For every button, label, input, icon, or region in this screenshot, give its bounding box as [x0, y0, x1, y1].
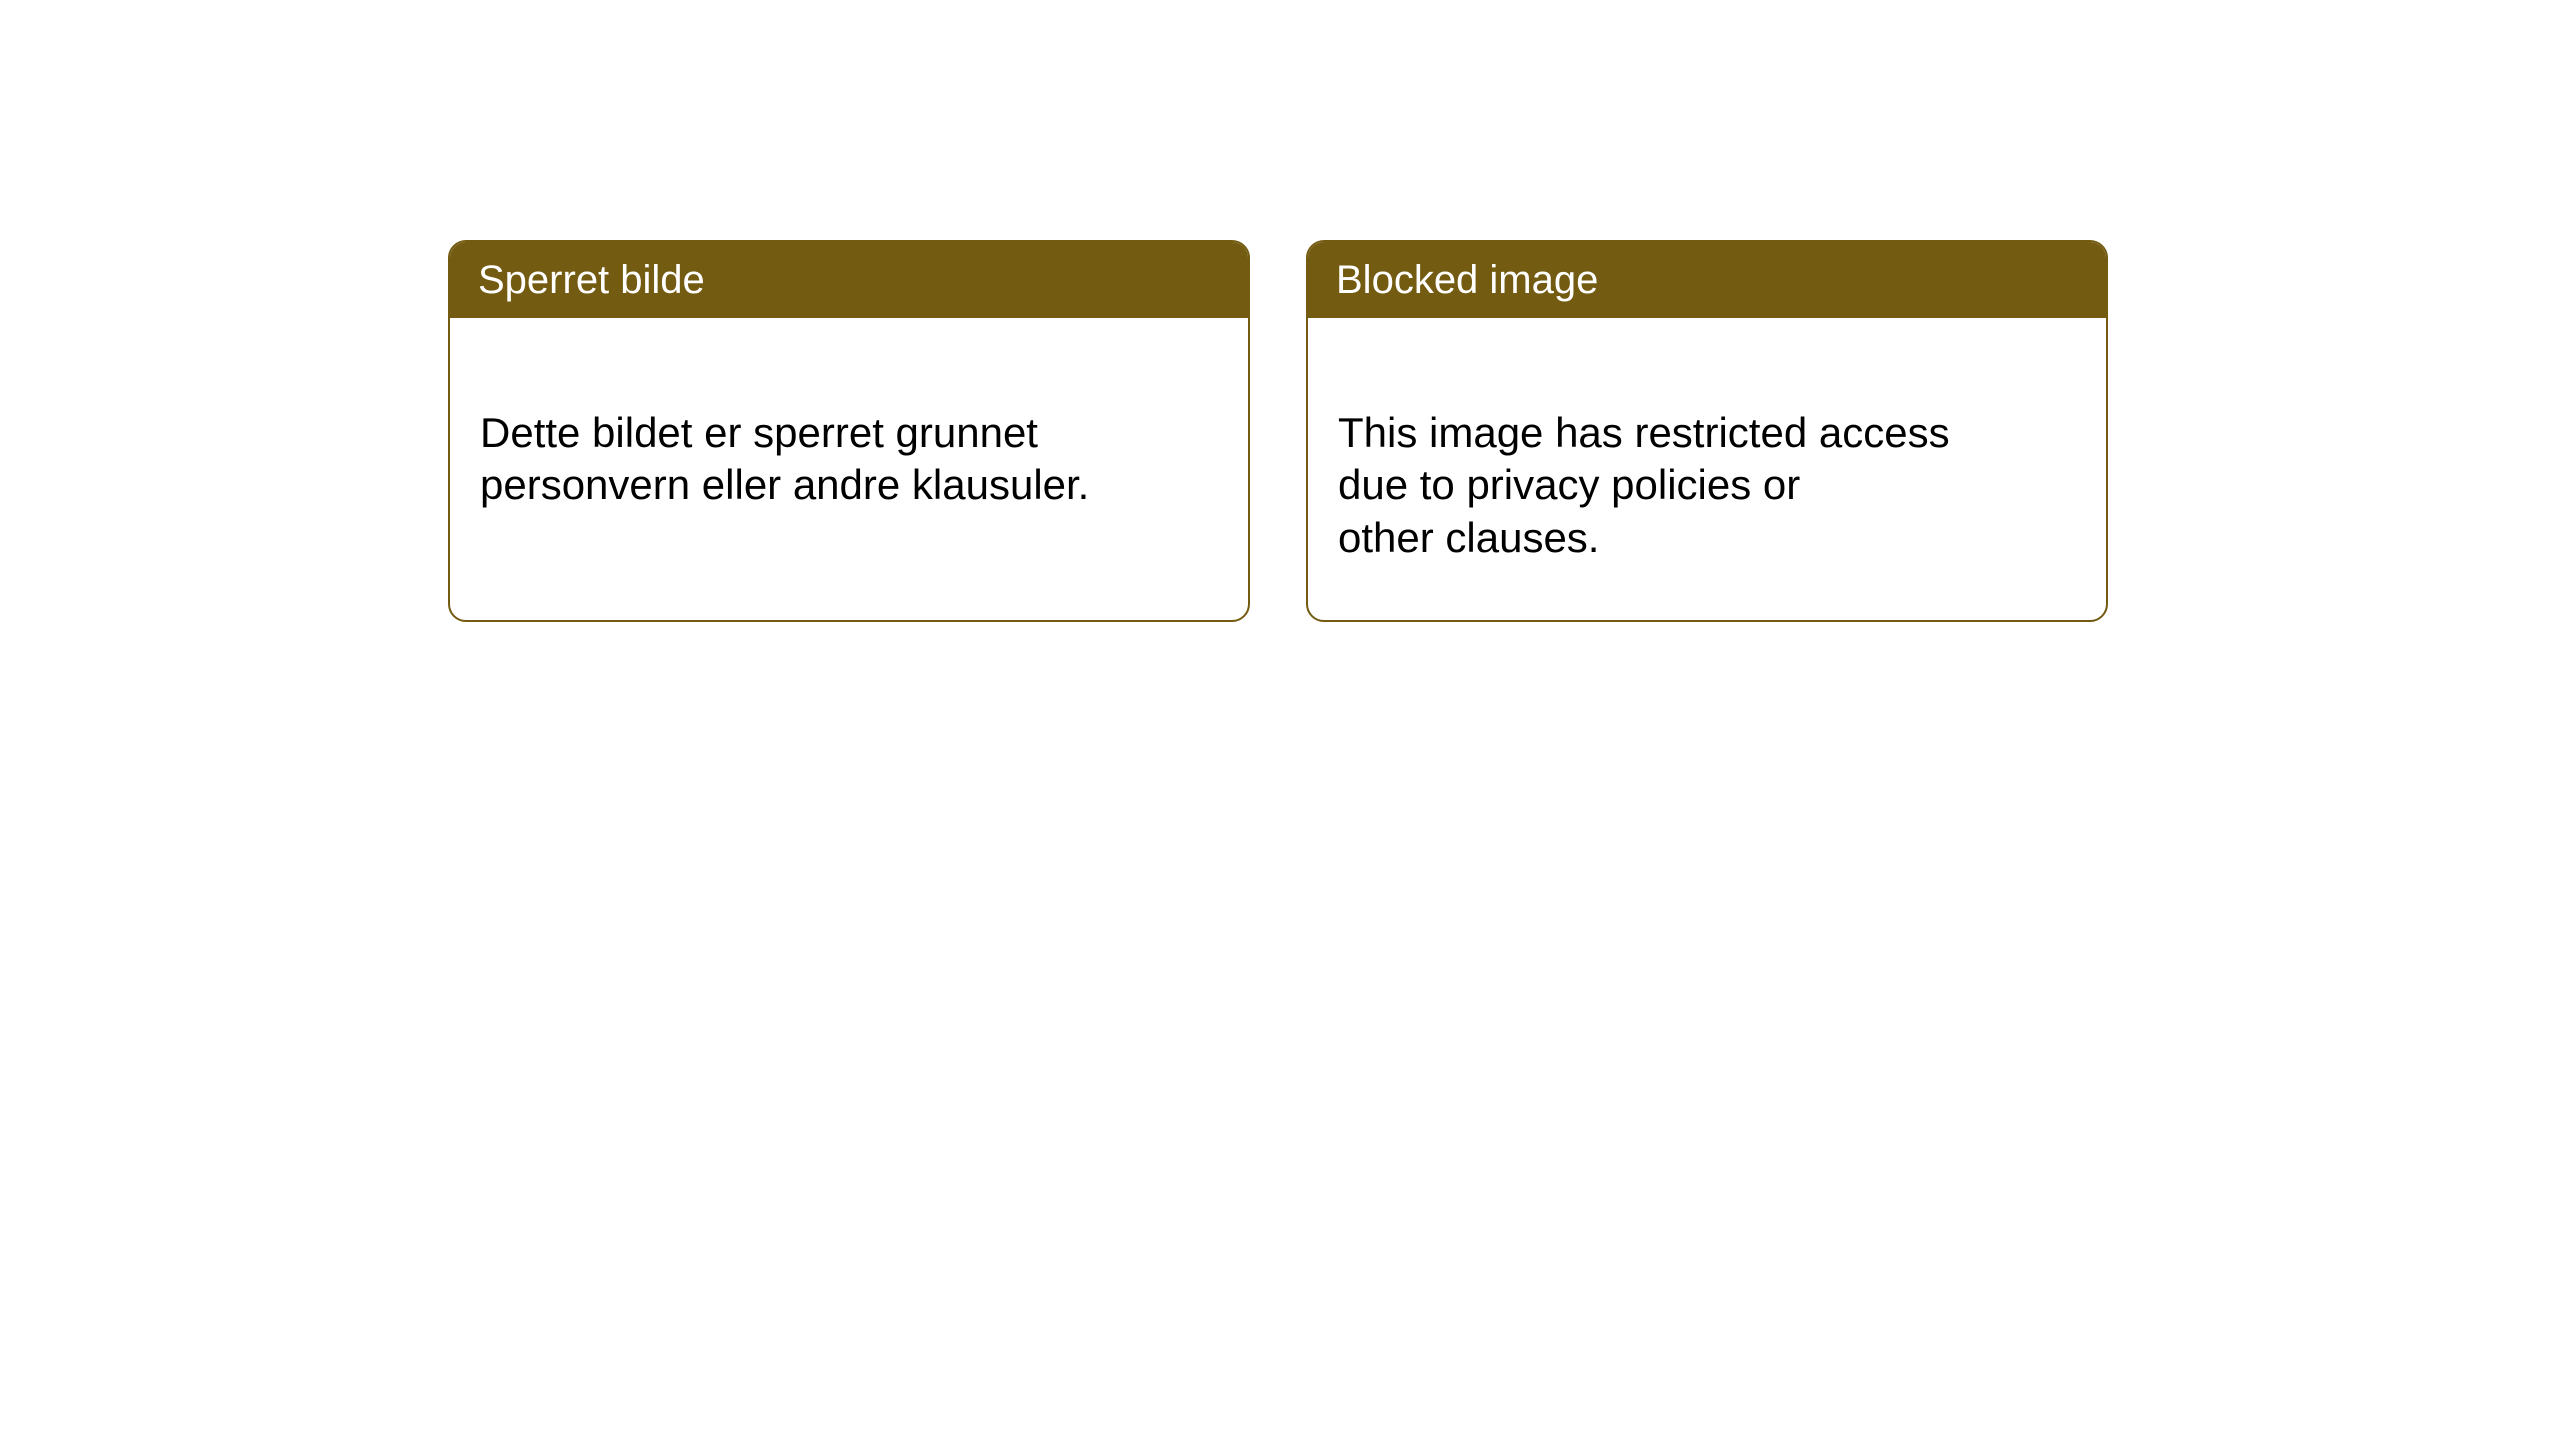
card-header: Blocked image	[1308, 242, 2106, 318]
card-title: Blocked image	[1336, 258, 1598, 302]
card-body-text: Dette bildet er sperret grunnet personve…	[480, 409, 1089, 509]
card-header: Sperret bilde	[450, 242, 1248, 318]
blocked-image-card-no: Sperret bilde Dette bildet er sperret gr…	[448, 240, 1250, 622]
card-title: Sperret bilde	[478, 258, 705, 302]
card-body: This image has restricted access due to …	[1308, 318, 2106, 620]
card-body-text: This image has restricted access due to …	[1338, 409, 1950, 561]
blocked-image-card-en: Blocked image This image has restricted …	[1306, 240, 2108, 622]
card-body: Dette bildet er sperret grunnet personve…	[450, 318, 1248, 588]
cards-container: Sperret bilde Dette bildet er sperret gr…	[0, 0, 2560, 622]
